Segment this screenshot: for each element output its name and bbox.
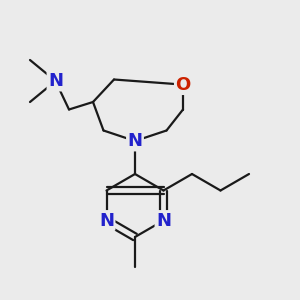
Text: N: N [156,212,171,230]
Text: N: N [128,132,142,150]
Text: N: N [99,212,114,230]
Text: N: N [48,72,63,90]
Text: O: O [176,76,190,94]
